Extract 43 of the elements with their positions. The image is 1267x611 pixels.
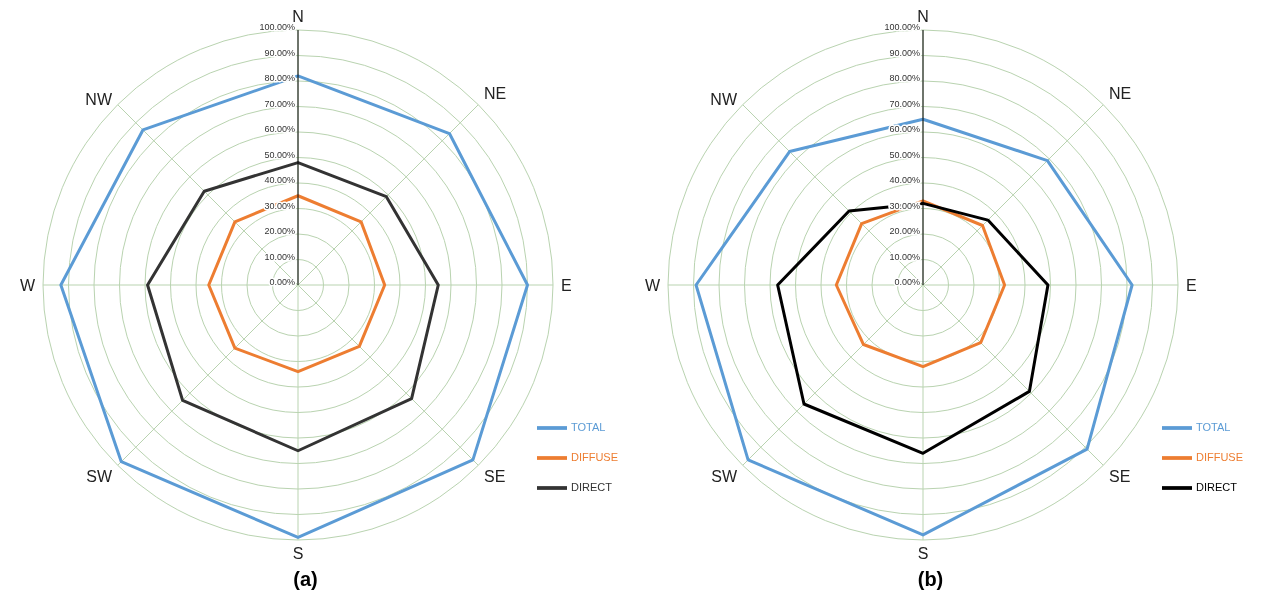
spoke-label: S [917,545,929,563]
legend-label: DIFFUSE [570,450,618,463]
legend-label: TOTAL [570,420,606,433]
spoke-label: NW [85,90,113,108]
y-tick-label: 90.00% [264,47,295,58]
legend-label: DIRECT [570,480,612,493]
y-tick-label: 100.00% [259,22,295,32]
text: (a) [292,568,319,591]
y-tick-label: 40.00% [264,175,295,185]
spoke-label: SW [711,468,738,486]
y-tick-label: 10.00% [889,251,920,262]
spoke-label: SE [483,468,506,486]
y-tick-label: 80.00% [889,73,920,83]
y-tick-label: 50.00% [889,149,920,160]
spoke-label: E [561,276,572,294]
spoke-label: NW [710,90,738,108]
text: (b) [916,568,945,591]
legend-label: DIRECT [1195,480,1237,493]
spoke-label: N [292,8,304,25]
y-tick-label: 10.00% [264,251,295,262]
y-tick-label: 70.00% [889,98,920,109]
y-tick-label: 90.00% [889,47,920,58]
y-tick-label: 60.00% [264,124,295,134]
spoke-label: SE [1108,468,1131,486]
y-tick-label: 20.00% [264,226,295,236]
y-tick-label: 50.00% [264,149,295,160]
y-tick-label: 60.00% [889,124,920,134]
spoke-label: SW [86,468,113,486]
y-tick-label: 0.00% [269,277,295,287]
spoke-label: W [19,276,36,294]
y-tick-label: 70.00% [264,98,295,109]
legend-label: DIFFUSE [1195,450,1243,463]
spoke-label: NE [1108,85,1132,103]
spoke-label: W [644,276,661,294]
legend-label: TOTAL [1195,420,1231,433]
spoke-label: E [1186,276,1197,294]
spoke-label: N [917,8,929,25]
y-tick-label: 0.00% [894,277,920,287]
y-tick-label: 20.00% [889,226,920,236]
spoke-label: NE [483,85,507,103]
y-tick-label: 100.00% [884,22,920,32]
spoke-label: S [292,545,304,563]
y-tick-label: 40.00% [889,175,920,185]
